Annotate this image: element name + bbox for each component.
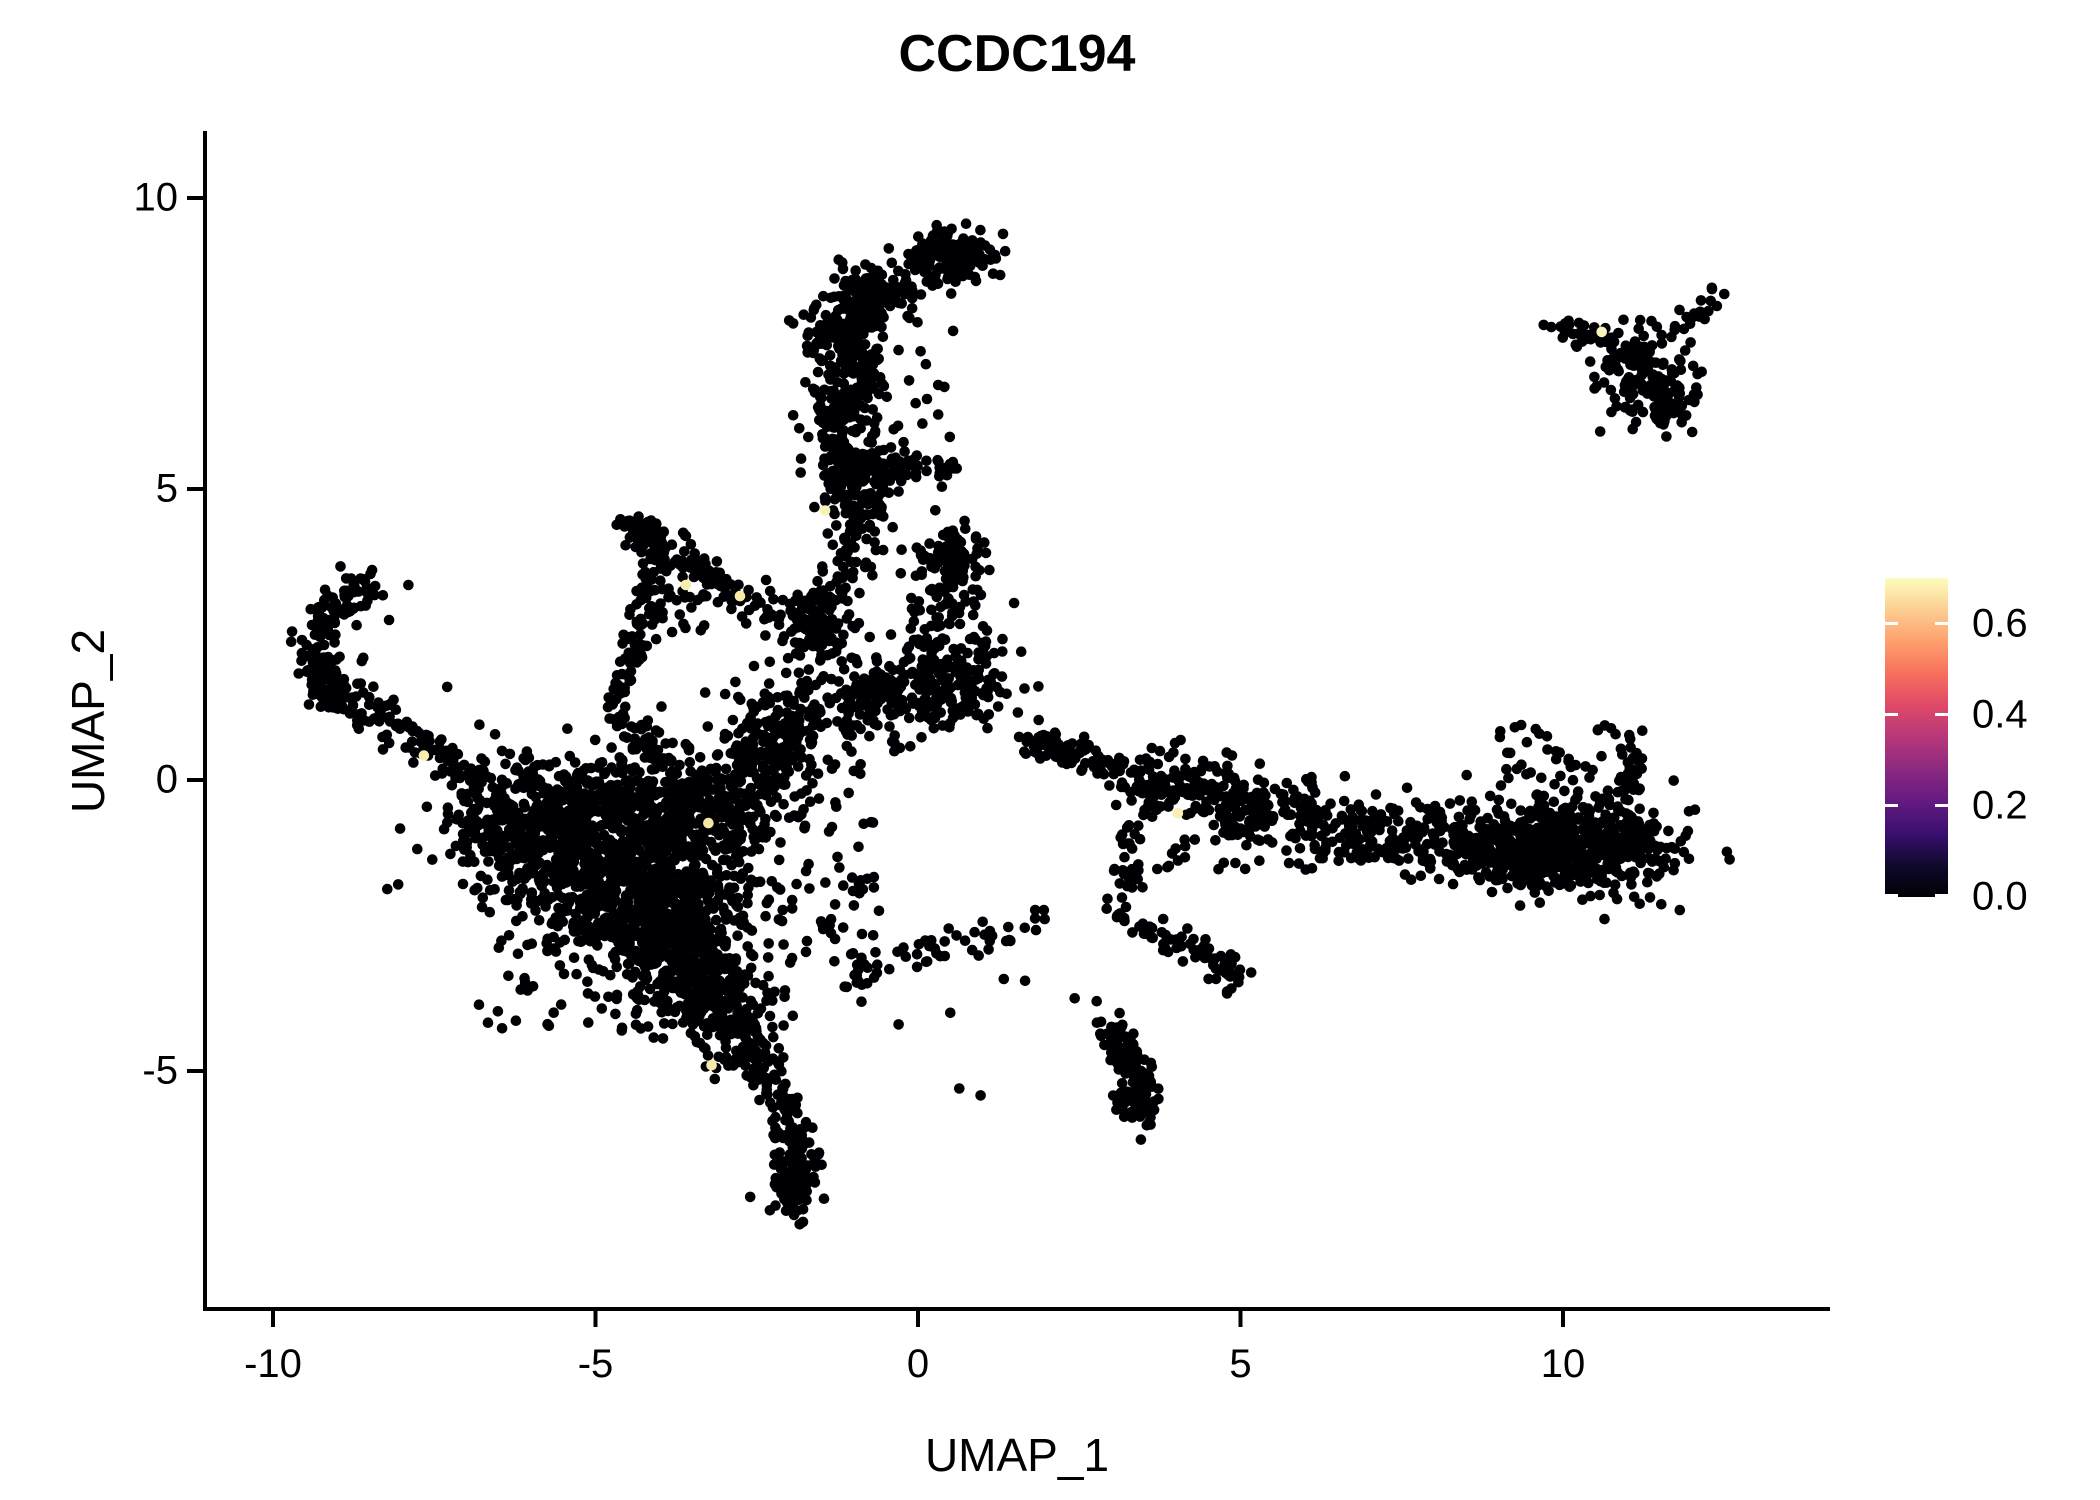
x-tick-label: -5: [577, 1342, 614, 1386]
colorbar-tick-mark: [1885, 894, 1898, 897]
y-tick-label: -5: [142, 1048, 178, 1093]
colorbar-tick-mark: [1885, 622, 1898, 626]
colorbar-tick-label: 0.4: [1972, 692, 2028, 737]
axis-tick-marks: [187, 196, 1565, 1327]
x-tick-label: -10: [244, 1342, 302, 1386]
colorbar-tick-label: 0.0: [1972, 874, 2028, 919]
colorbar-tick-mark: [1885, 804, 1898, 808]
y-tick-label: 5: [155, 466, 178, 511]
colorbar-tick-mark: [1935, 713, 1948, 717]
scatter-points-layer: [285, 218, 1735, 1230]
colorbar-tick-mark: [1935, 622, 1948, 626]
colorbar-tick-mark: [1935, 804, 1948, 808]
x-axis-label: UMAP_1: [924, 1429, 1110, 1481]
plot-title: CCDC194: [898, 25, 1136, 83]
x-tick-label: 5: [1229, 1342, 1252, 1386]
colorbar-tick-label: 0.6: [1972, 601, 2028, 646]
x-tick-label: 10: [1540, 1342, 1586, 1386]
colorbar-tick-mark: [1935, 894, 1948, 897]
colorbar-tick-label: 0.2: [1972, 783, 2028, 828]
y-axis-label: UMAP_2: [62, 628, 114, 814]
y-tick-label: 0: [155, 757, 178, 802]
colorbar-tick-mark: [1885, 713, 1898, 717]
expression-colorbar: [1885, 578, 1948, 897]
axis-lines: [203, 131, 1830, 1311]
y-tick-label: 10: [133, 175, 179, 220]
x-tick-label: 0: [906, 1342, 930, 1386]
